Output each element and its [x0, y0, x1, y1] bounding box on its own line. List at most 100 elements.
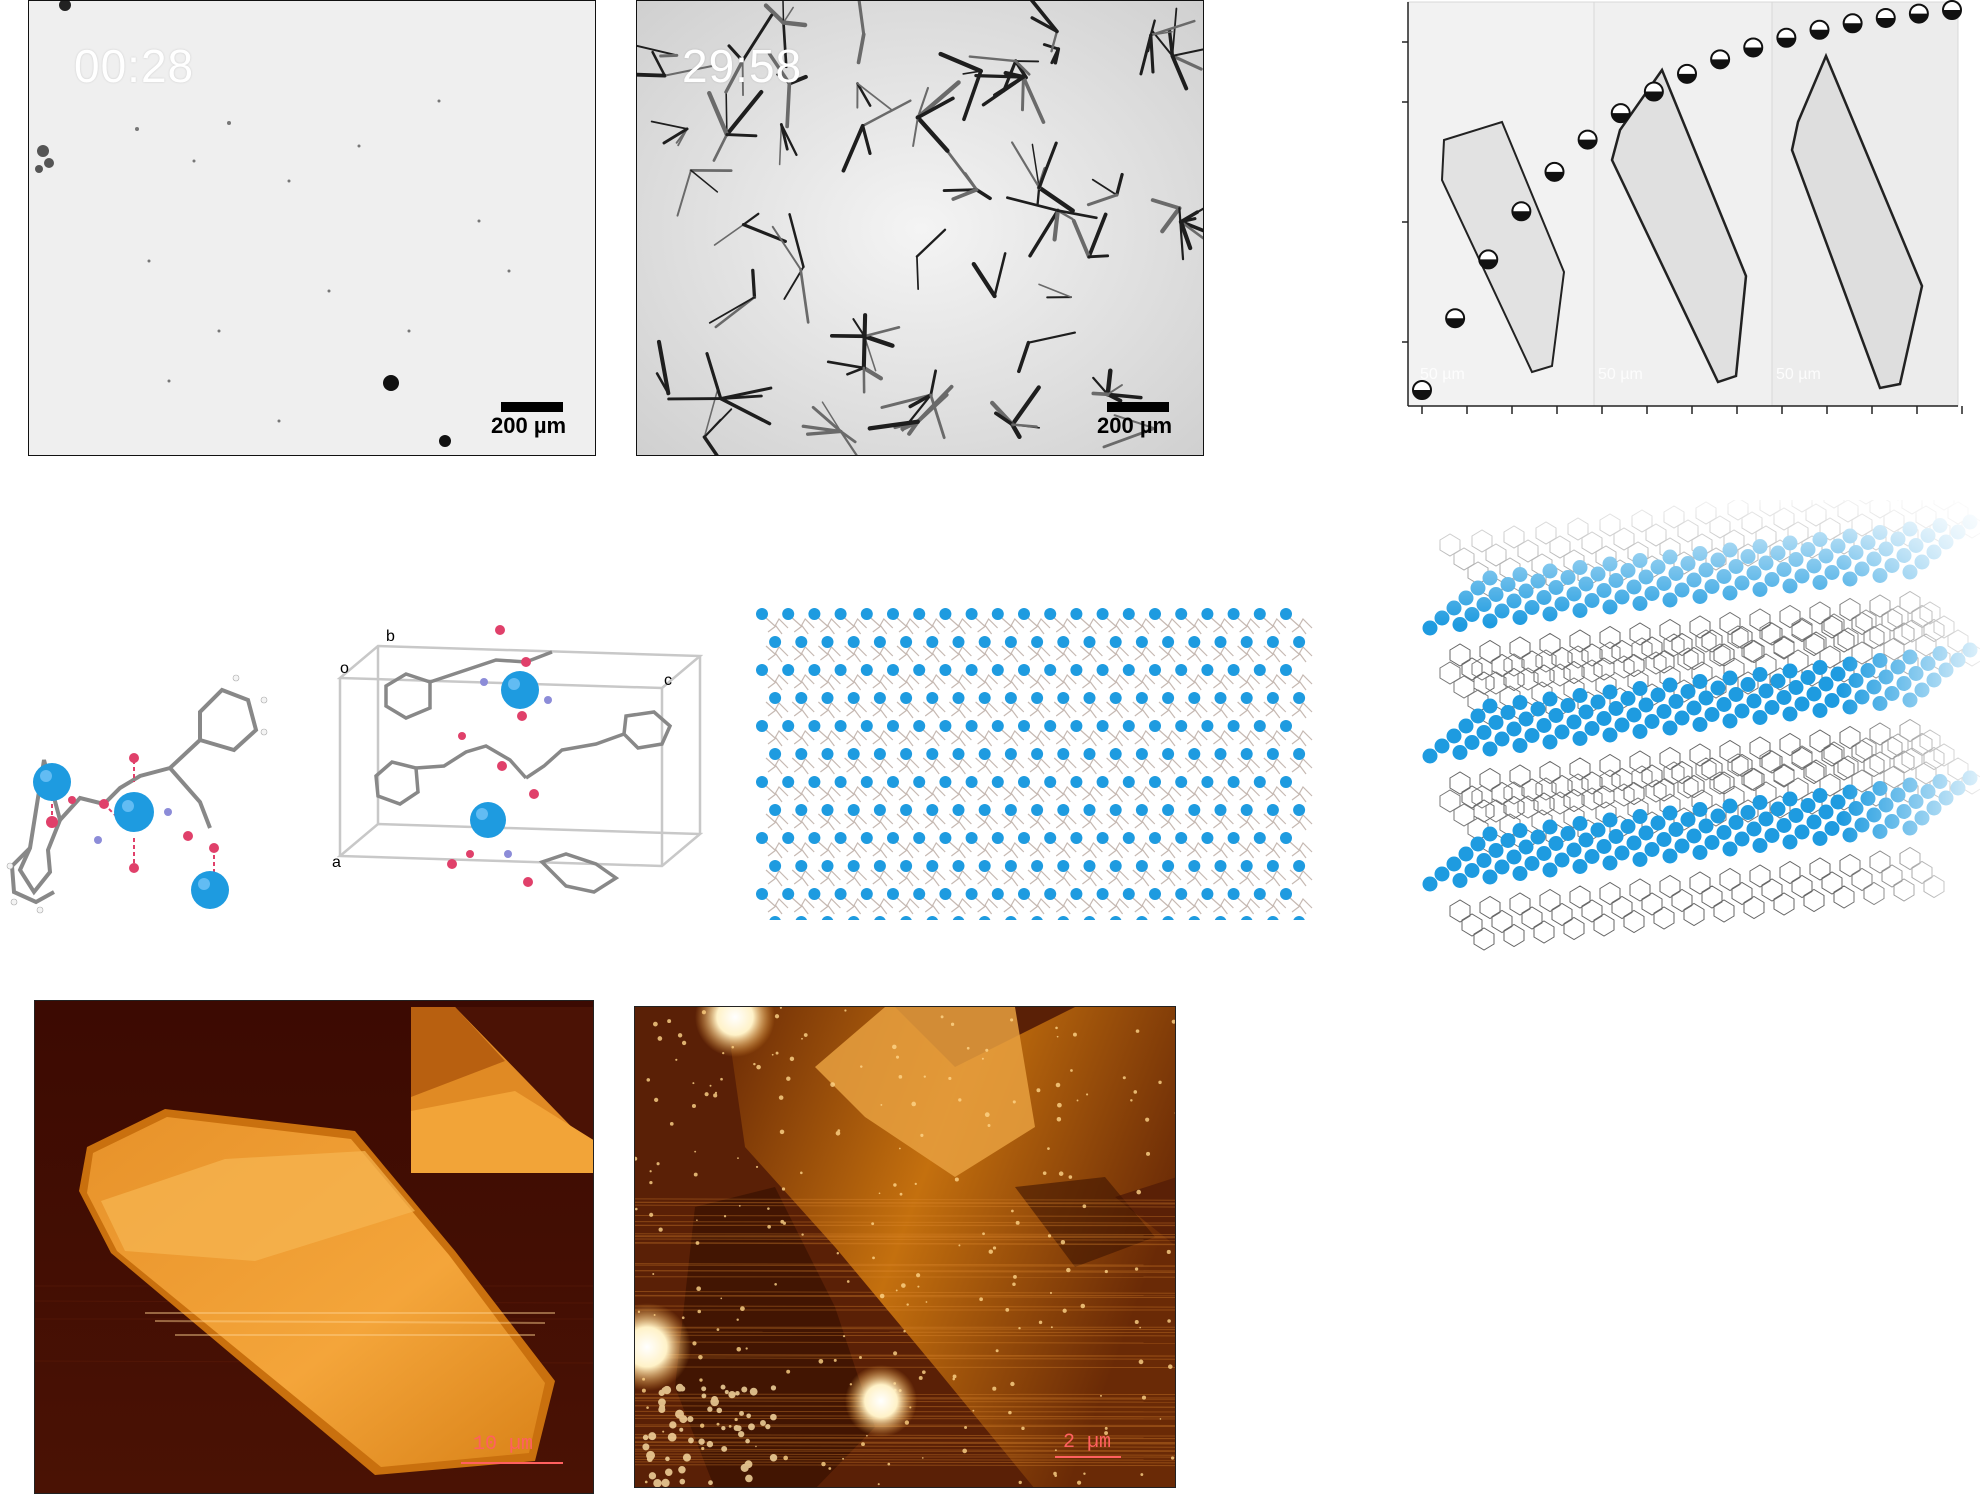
metal-ion [900, 748, 912, 760]
metal-ion [1110, 804, 1122, 816]
metal-ion [1241, 860, 1253, 872]
metal-ion [1162, 860, 1174, 872]
ligand-bond [949, 870, 971, 886]
surface-particle [760, 1420, 766, 1426]
metal-ion [939, 888, 951, 900]
ligand-bond [1238, 842, 1260, 858]
ligand-bond [1211, 842, 1233, 858]
metal-ion [822, 692, 834, 704]
ligand-bond [976, 758, 998, 774]
ligand-bond [1133, 618, 1155, 634]
ligand-bond [1290, 646, 1312, 662]
surface-particle [756, 1065, 761, 1070]
ligand-bond [1107, 870, 1129, 886]
metal-ion [1267, 860, 1279, 872]
cell-axis-label-c: c [664, 672, 672, 690]
metal-ion [926, 916, 938, 920]
surface-particle [692, 1104, 696, 1108]
surface-particle [985, 1049, 988, 1052]
metal-ion [874, 916, 886, 920]
metal-ion [1175, 776, 1187, 788]
surface-particle [670, 1122, 674, 1126]
surface-particle [783, 1456, 788, 1461]
metal-ion [848, 860, 860, 872]
ligand-bond [818, 758, 840, 774]
surface-particle [1069, 1175, 1073, 1179]
metal-ion [926, 692, 938, 704]
ligand-bond [1107, 618, 1129, 634]
metal-ion [1070, 888, 1082, 900]
metal-ion [1215, 636, 1227, 648]
surface-particle [1013, 1100, 1016, 1103]
ligand-bond [1290, 674, 1312, 690]
surface-particle [830, 1082, 835, 1087]
metal-ion [1149, 888, 1161, 900]
metal-ion [861, 776, 873, 788]
surface-particle [982, 1058, 984, 1060]
metal-ion [953, 860, 965, 872]
metal-ion [1241, 692, 1253, 704]
surface-particle [958, 1244, 960, 1246]
ligand-bond [766, 842, 788, 858]
metal-ion [1267, 636, 1279, 648]
surface-particle [713, 1093, 717, 1097]
metal-ion [1201, 832, 1213, 844]
ligand-bond [1238, 730, 1260, 746]
surface-particle [776, 1052, 779, 1055]
metal-ion [939, 832, 951, 844]
growth-data-point [1479, 250, 1497, 268]
metal-ion [769, 636, 781, 648]
ligand-bond [1211, 674, 1233, 690]
surface-particle [878, 1483, 880, 1485]
surface-particle [753, 1063, 755, 1065]
ligand-bond [1211, 618, 1233, 634]
growth-data-point [1512, 202, 1530, 220]
surface-particle [739, 1205, 741, 1207]
ligand-bond [1054, 758, 1076, 774]
metal-ion [1162, 692, 1174, 704]
metal-ion [1110, 860, 1122, 872]
ligand-bond [1002, 786, 1024, 802]
ligand-bond [1028, 786, 1050, 802]
metal-ion [782, 608, 794, 620]
metal-ion [1084, 916, 1096, 920]
metal-ion [1254, 832, 1266, 844]
ligand-bond [1185, 646, 1207, 662]
metal-ion [861, 832, 873, 844]
ligand-bond [1107, 758, 1129, 774]
metal-ion [874, 860, 886, 872]
surface-particle [1013, 1275, 1017, 1279]
ligand-bond [818, 814, 840, 830]
surface-particle [985, 1112, 990, 1117]
timestamp-label: 29:58 [682, 39, 802, 93]
metal-ion [966, 776, 978, 788]
ligand-bond [766, 646, 788, 662]
ligand-bond [897, 702, 919, 718]
ligand-bond [976, 786, 998, 802]
ligand-bond [1054, 618, 1076, 634]
metal-ion [1070, 664, 1082, 676]
ligand-bond [871, 870, 893, 886]
micrograph-initial: 00:28 200 µm [28, 0, 596, 456]
metal-ion [1097, 608, 1109, 620]
metal-ion [1293, 636, 1305, 648]
metal-ion [1110, 636, 1122, 648]
metal-ion [1188, 692, 1200, 704]
surface-particle [1021, 1427, 1024, 1430]
surface-particle [834, 1359, 837, 1362]
metal-ion [992, 832, 1004, 844]
ligand-bond [897, 814, 919, 830]
ligand-bond [1290, 898, 1312, 914]
surface-particle [647, 1456, 653, 1462]
ligand-bond [1080, 814, 1102, 830]
ligand-bond [976, 674, 998, 690]
metal-ion [848, 636, 860, 648]
ligand-bond [1133, 646, 1155, 662]
metal-ion [1228, 888, 1240, 900]
surface-particle [701, 1393, 706, 1398]
ligand-bond [1159, 842, 1181, 858]
ligand-bond [976, 618, 998, 634]
metal-ion [756, 888, 768, 900]
surface-particle [669, 1421, 676, 1428]
metal-ion [1018, 776, 1030, 788]
